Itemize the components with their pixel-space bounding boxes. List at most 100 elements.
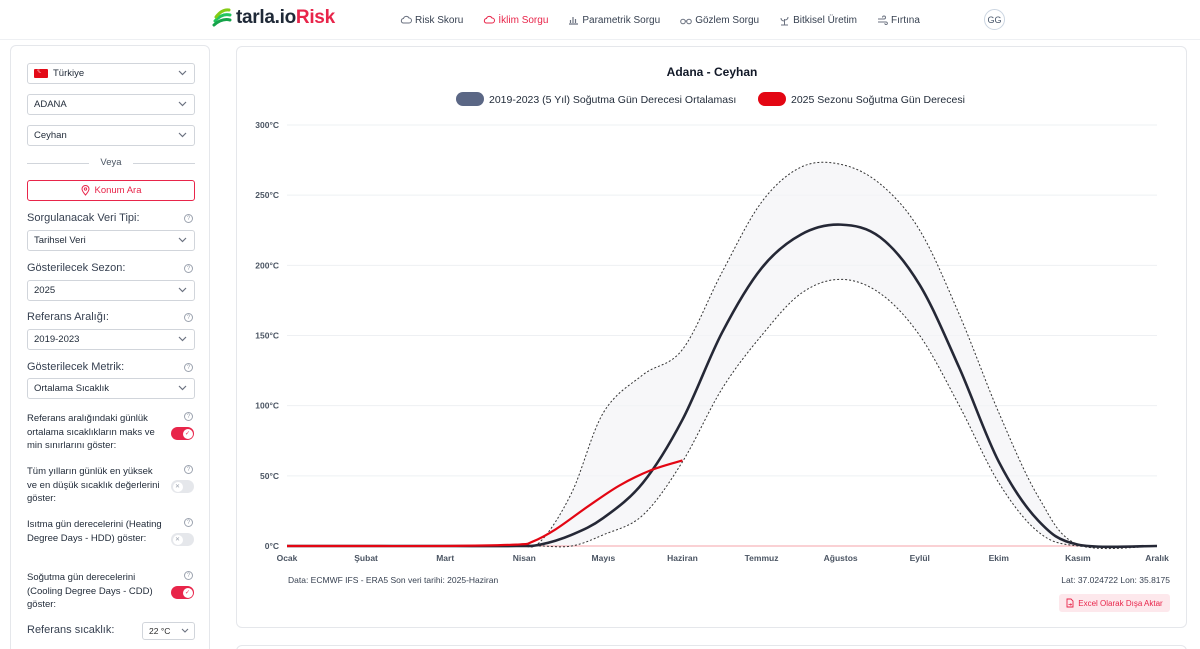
- chevron-down-icon: [178, 70, 187, 76]
- plant-icon: [780, 16, 789, 25]
- avg-cdd-line[interactable]: [287, 223, 1158, 549]
- binoculars-icon: [680, 18, 692, 25]
- chevron-down-icon: [178, 132, 187, 138]
- chevron-down-icon: [178, 287, 187, 293]
- check-icon: ✓: [182, 428, 193, 439]
- leaf-logo-icon: [212, 8, 232, 27]
- main-nav: Risk Skoru İklim Sorgu Parametrik Sorgu …: [400, 0, 940, 40]
- legend-label-2025[interactable]: 2025 Sezonu Soğutma Gün Derecesi: [791, 94, 965, 106]
- province-select[interactable]: ADANA: [27, 94, 195, 115]
- chart-plot-area: [287, 161, 1158, 550]
- nav-parametrik-sorgu[interactable]: Parametrik Sorgu: [568, 15, 660, 26]
- toggle-ref-minmax-label: Referans aralığındaki günlük ortalama sı…: [27, 413, 155, 451]
- toggle-cdd[interactable]: ✓: [171, 586, 194, 599]
- chevron-down-icon: [178, 336, 187, 342]
- help-icon[interactable]: ?: [184, 313, 193, 322]
- help-icon[interactable]: ?: [184, 518, 193, 527]
- nav-firtina[interactable]: Fırtına: [877, 15, 920, 26]
- x-tick-label: Ocak: [277, 553, 298, 563]
- x-tick-label: Mart: [436, 553, 454, 563]
- ref-temp-label: Referans sıcaklık:: [27, 624, 115, 636]
- chart-legend: 2019-2023 (5 Yıl) Soğutma Gün Derecesi O…: [456, 92, 965, 106]
- ref-temp-select[interactable]: 22 °C: [142, 622, 195, 640]
- help-icon[interactable]: ?: [184, 412, 193, 421]
- nav-bitkisel-uretim[interactable]: Bitkisel Üretim: [779, 15, 857, 26]
- coordinates-text: Lat: 37.024722 Lon: 35.8175: [1061, 575, 1170, 585]
- or-divider: Veya: [27, 157, 195, 169]
- logo-text: tarla.ioRisk: [236, 7, 335, 28]
- ref-range-select[interactable]: 2019-2023: [27, 329, 195, 350]
- help-icon[interactable]: ?: [184, 214, 193, 223]
- y-tick-label: 0°C: [265, 541, 279, 551]
- season-select[interactable]: 2025: [27, 280, 195, 301]
- season-label: Gösterilecek Sezon:: [27, 262, 126, 274]
- metric-select[interactable]: Ortalama Sıcaklık: [27, 378, 195, 399]
- chart-grid: [287, 124, 1157, 547]
- x-tick-label: Aralık: [1145, 553, 1169, 563]
- filter-sidebar: Türkiye ADANA Ceyhan Veya Konum Ara Sorg…: [10, 45, 210, 649]
- toggle-hdd-label: Isıtma gün derecelerini (Heating Degree …: [27, 519, 162, 544]
- legend-swatch-2025[interactable]: [758, 92, 786, 106]
- legend-swatch-avg[interactable]: [456, 92, 484, 106]
- y-tick-label: 200°C: [255, 260, 279, 270]
- data-type-select[interactable]: Tarihsel Veri: [27, 230, 195, 251]
- chevron-down-icon: [178, 385, 187, 391]
- chart-title: Adana - Ceyhan: [667, 65, 758, 79]
- location-search-button[interactable]: Konum Ara: [27, 180, 195, 201]
- y-tick-label: 50°C: [260, 471, 279, 481]
- y-tick-label: 300°C: [255, 120, 279, 130]
- season-2025-cdd-line[interactable]: [287, 459, 683, 548]
- x-tick-label: Kasım: [1065, 553, 1091, 563]
- chevron-down-icon: [181, 628, 189, 633]
- top-header: tarla.ioRisk Risk Skoru İklim Sorgu Para…: [0, 0, 1200, 40]
- chart-card: Adana - Ceyhan 2019-2023 (5 Yıl) Soğutma…: [236, 46, 1187, 628]
- x-tick-label: Ağustos: [824, 553, 858, 563]
- check-icon: ✓: [182, 587, 193, 598]
- toggle-cdd-label: Soğutma gün derecelerini (Cooling Degree…: [27, 572, 153, 610]
- excel-export-button[interactable]: Excel Olarak Dışa Aktar: [1059, 594, 1170, 612]
- data-type-label: Sorgulanacak Veri Tipi:: [27, 212, 140, 224]
- help-icon[interactable]: ?: [184, 571, 193, 580]
- file-export-icon: [1066, 598, 1074, 608]
- district-select[interactable]: Ceyhan: [27, 125, 195, 146]
- cloud-icon: [484, 15, 496, 24]
- logo[interactable]: tarla.ioRisk: [212, 7, 335, 29]
- map-pin-icon: [80, 185, 90, 196]
- cloud-icon: [400, 15, 412, 24]
- toggle-ref-minmax[interactable]: ✓: [171, 427, 194, 440]
- help-icon[interactable]: ?: [184, 363, 193, 372]
- bar-chart-icon: [569, 17, 579, 25]
- ref-range-label: Referans Aralığı:: [27, 311, 109, 323]
- cdd-chart: Adana - Ceyhan 2019-2023 (5 Yıl) Soğutma…: [255, 65, 1170, 585]
- y-tick-label: 150°C: [255, 331, 279, 341]
- y-tick-label: 100°C: [255, 401, 279, 411]
- turkey-flag-icon: [34, 66, 48, 78]
- x-axis: Ocak Şubat Mart Nisan Mayıs Haziran Temmuz Ağus…: [277, 553, 1169, 563]
- x-tick-label: Eylül: [910, 553, 930, 563]
- nav-iklim-sorgu[interactable]: İklim Sorgu: [483, 15, 548, 26]
- toggle-hdd[interactable]: ✕: [171, 533, 194, 546]
- toggle-all-years-label: Tüm yılların günlük en yüksek ve en düşü…: [27, 466, 160, 504]
- help-icon[interactable]: ?: [184, 264, 193, 273]
- secondary-card: [236, 645, 1187, 649]
- data-source-text: Data: ECMWF IFS - ERA5 Son veri tarihi: …: [288, 575, 498, 585]
- x-icon: ✕: [172, 534, 183, 545]
- help-icon[interactable]: ?: [184, 465, 193, 474]
- nav-risk-skoru[interactable]: Risk Skoru: [400, 15, 463, 26]
- x-tick-label: Mayıs: [592, 553, 616, 563]
- x-tick-label: Nisan: [513, 553, 536, 563]
- legend-label-avg[interactable]: 2019-2023 (5 Yıl) Soğutma Gün Derecesi O…: [489, 94, 736, 106]
- nav-gozlem-sorgu[interactable]: Gözlem Sorgu: [680, 15, 759, 26]
- chevron-down-icon: [178, 101, 187, 107]
- chevron-down-icon: [178, 237, 187, 243]
- wind-icon: [878, 15, 888, 25]
- x-tick-label: Şubat: [354, 553, 378, 563]
- y-tick-label: 250°C: [255, 190, 279, 200]
- y-axis: 0°C 50°C 100°C 150°C 200°C 250°C 300°C: [255, 120, 279, 551]
- user-avatar[interactable]: GG: [984, 9, 1005, 30]
- toggle-all-years[interactable]: ✕: [171, 480, 194, 493]
- metric-label: Gösterilecek Metrik:: [27, 361, 125, 373]
- x-tick-label: Ekim: [989, 553, 1010, 563]
- x-tick-label: Temmuz: [745, 553, 779, 563]
- country-select[interactable]: Türkiye: [27, 63, 195, 84]
